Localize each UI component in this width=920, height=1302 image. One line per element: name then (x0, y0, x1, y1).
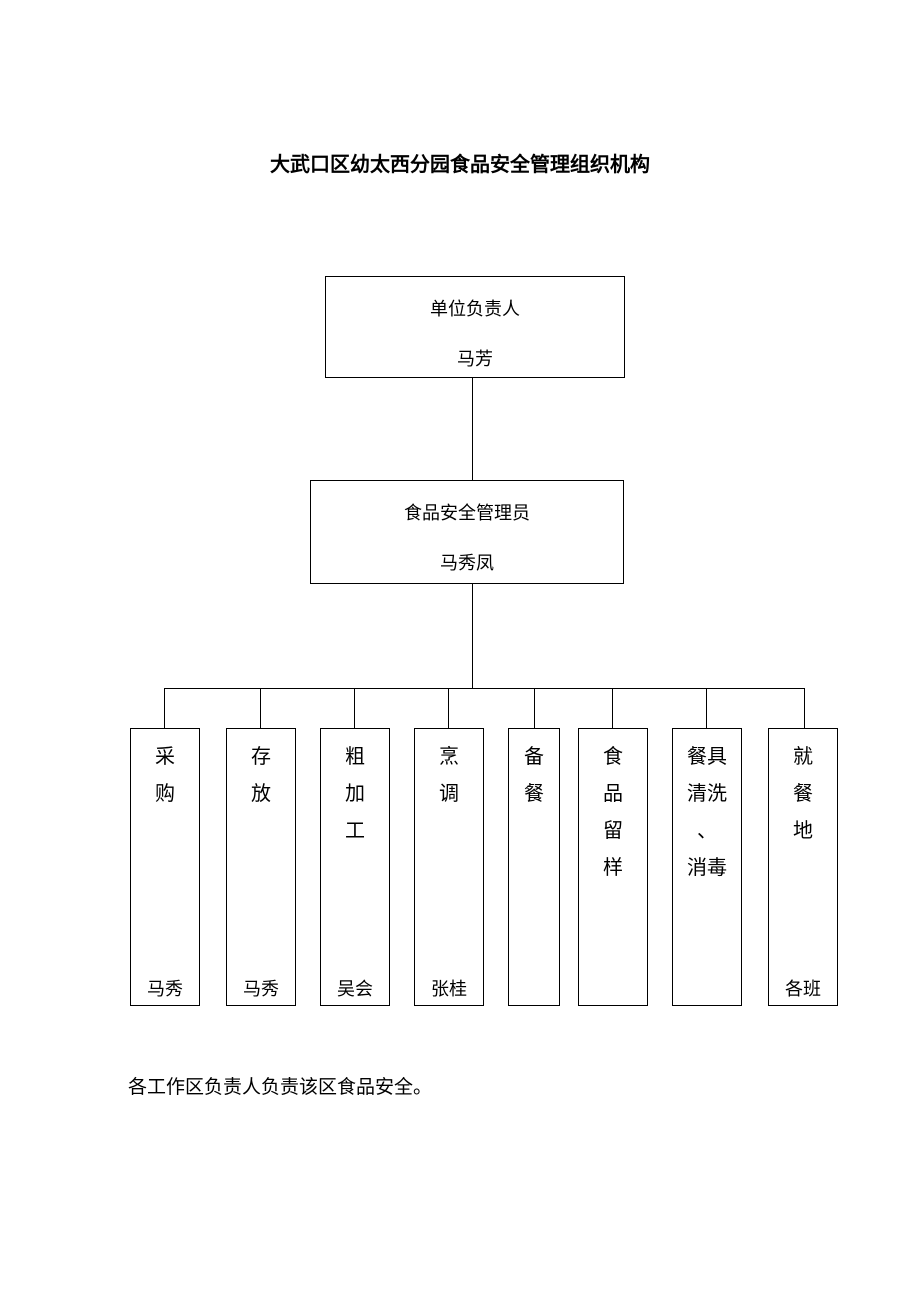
node-person: 马芳 (326, 345, 624, 371)
leaf-node: 粗 加 工吴会 (320, 728, 390, 1006)
footer-note: 各工作区负责人负责该区食品安全。 (128, 1072, 432, 1099)
leaf-label: 采 购 (131, 739, 199, 813)
leaf-person: 吴会 (321, 975, 389, 1001)
node-safety-manager: 食品安全管理员 马秀凤 (310, 480, 624, 584)
leaf-label: 餐具 清洗 、 消毒 (673, 739, 741, 887)
leaf-node: 餐具 清洗 、 消毒 (672, 728, 742, 1006)
leaf-label: 就 餐 地 (769, 739, 837, 850)
node-unit-leader: 单位负责人 马芳 (325, 276, 625, 378)
leaf-label: 备 餐 (509, 739, 559, 813)
leaf-node: 烹 调张桂 (414, 728, 484, 1006)
leaf-node: 备 餐 (508, 728, 560, 1006)
leaf-node: 食 品 留 样 (578, 728, 648, 1006)
leaf-label: 烹 调 (415, 739, 483, 813)
leaf-label: 存 放 (227, 739, 295, 813)
leaf-node: 就 餐 地各班 (768, 728, 838, 1006)
leaf-person: 马秀 (131, 975, 199, 1001)
leaf-node: 采 购马秀 (130, 728, 200, 1006)
leaf-person: 各班 (769, 975, 837, 1001)
node-role: 单位负责人 (326, 295, 624, 321)
node-role: 食品安全管理员 (311, 499, 623, 525)
leaf-person: 张桂 (415, 975, 483, 1001)
leaf-label: 食 品 留 样 (579, 739, 647, 887)
leaf-person: 马秀 (227, 975, 295, 1001)
node-person: 马秀凤 (311, 549, 623, 575)
org-chart: 大武口区幼太西分园食品安全管理组织机构 单位负责人 马芳 食品安全管理员 马秀凤… (0, 0, 920, 1302)
page-title: 大武口区幼太西分园食品安全管理组织机构 (0, 148, 920, 177)
leaf-node: 存 放马秀 (226, 728, 296, 1006)
leaf-label: 粗 加 工 (321, 739, 389, 850)
